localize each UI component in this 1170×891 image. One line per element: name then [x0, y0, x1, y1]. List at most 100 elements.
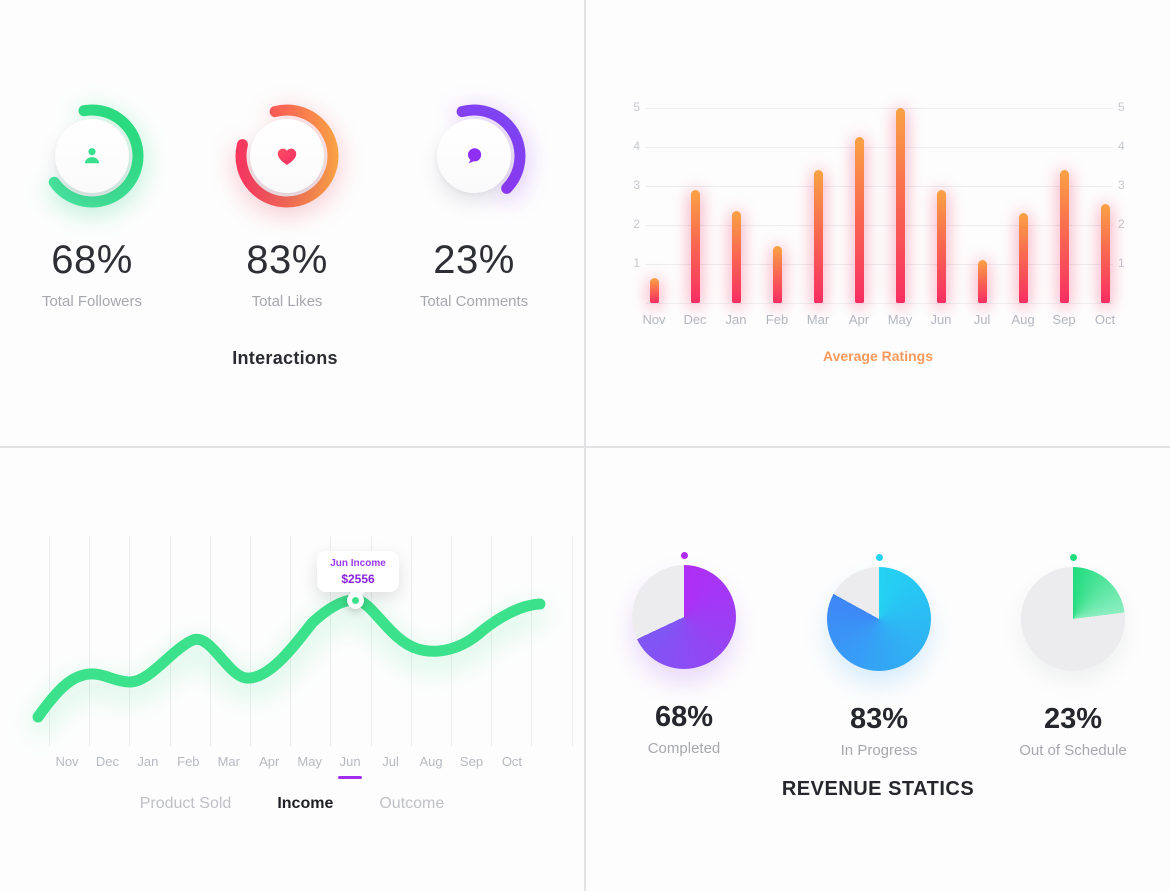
followers-arc [40, 104, 144, 208]
followers-label: Total Followers [41, 293, 143, 310]
likes-percent: 83% [246, 238, 328, 282]
month-label-jun: Jun [930, 312, 952, 327]
completed-percent: 68% [654, 701, 714, 733]
month-tick-jun[interactable]: Jun [330, 754, 370, 779]
rating-bar-apr [854, 137, 864, 303]
rating-bar-jun [936, 189, 946, 303]
grid-line-0 [49, 536, 50, 746]
month-label-jan: Jan [725, 312, 747, 327]
tab-income[interactable]: Income [277, 795, 334, 812]
grid-line-4 [646, 147, 1113, 148]
y-axis-label-right-3: 3 [1118, 178, 1125, 192]
rating-bar-aug [1018, 213, 1028, 303]
revenue-title: REVENUE STATICS [781, 778, 975, 800]
rating-bar-sep [1059, 170, 1069, 303]
likes-ring-card: 83% Total Likes [207, 98, 367, 310]
month-label-dec: Dec [683, 312, 707, 327]
revenue-panel: 68% Completed 83% In Progress 23% Out of… [586, 448, 1170, 891]
x-axis-baseline [646, 303, 1113, 304]
y-axis-label-right-2: 2 [1118, 217, 1125, 231]
comments-arc [422, 104, 526, 208]
comments-ring-card: 23% Total Comments [394, 98, 554, 310]
inprogress-label: In Progress [840, 742, 918, 759]
month-tick-apr[interactable]: Apr [259, 754, 280, 769]
jun-income-tooltip: Jun Income $2556 [317, 551, 399, 592]
completed-label: Completed [647, 740, 721, 757]
grid-line-10 [451, 536, 452, 746]
rating-bar-mar [813, 170, 823, 303]
month-label-apr: Apr [848, 312, 870, 327]
comments-progress-ring [416, 98, 532, 214]
tooltip-value: $2556 [341, 572, 375, 586]
inprogress-pie-dot [875, 554, 883, 561]
grid-line-2 [129, 536, 131, 746]
month-label-sep: Sep [1052, 312, 1076, 327]
y-axis-label-right-5: 5 [1118, 100, 1125, 114]
grid-line-8 [370, 536, 372, 746]
month-tick-may[interactable]: May [297, 754, 322, 769]
month-tick-feb[interactable]: Feb [177, 754, 200, 769]
month-tick-jan[interactable]: Jan [137, 754, 159, 769]
rating-bar-jan [731, 211, 741, 303]
ratings-panel: 1 1 2 2 3 3 4 4 5 5 Nov Dec Jan Feb Mar Apr May Jun Jul Aug… [586, 0, 1170, 446]
month-tick-mar[interactable]: Mar [217, 754, 240, 769]
income-tab-bar: Product Sold Income Outcome [0, 795, 584, 813]
likes-progress-ring [229, 98, 345, 214]
inprogress-pie-card: 83% In Progress [789, 554, 969, 759]
month-tick-jul[interactable]: Jul [382, 754, 399, 769]
likes-label: Total Likes [251, 293, 323, 310]
completed-pie-card: 68% Completed [594, 552, 774, 757]
interactions-panel: 68% Total Followers [0, 0, 584, 446]
horizontal-divider [0, 446, 1170, 448]
month-tick-dec[interactable]: Dec [95, 754, 119, 769]
followers-ring-card: 68% Total Followers [12, 98, 172, 310]
grid-line-2 [646, 225, 1113, 226]
grid-line-5 [646, 108, 1113, 109]
tooltip-title: Jun Income [330, 558, 386, 569]
grid-line-5 [250, 536, 251, 746]
rating-bar-jul [977, 260, 987, 303]
y-axis-label-right-1: 1 [1118, 256, 1125, 270]
inprogress-percent: 83% [849, 703, 909, 735]
chat-bubble-icon [468, 148, 482, 164]
month-label-oct: Oct [1094, 312, 1116, 327]
grid-line-13 [571, 536, 573, 746]
month-label-nov: Nov [642, 312, 666, 327]
vertical-divider [584, 0, 586, 891]
comments-percent: 23% [433, 238, 515, 282]
month-tick-oct[interactable]: Oct [501, 754, 523, 769]
rating-bar-oct [1100, 203, 1110, 303]
grid-line-7 [330, 536, 332, 746]
y-axis-label-left-1: 1 [633, 256, 640, 270]
tab-outcome[interactable]: Outcome [379, 795, 445, 812]
active-month-underline [338, 776, 363, 779]
grid-line-1 [646, 264, 1113, 265]
rating-bar-feb [772, 246, 782, 303]
followers-ring-center [55, 119, 129, 193]
comments-label: Total Comments [419, 293, 529, 310]
outofschedule-pie-dot [1069, 554, 1077, 561]
marker-dot [352, 597, 359, 604]
inprogress-pie-chart [827, 567, 931, 671]
outofschedule-label: Out of Schedule [1019, 742, 1127, 759]
ratings-bar-chart: 1 1 2 2 3 3 4 4 5 5 Nov Dec Jan Feb Mar Apr May Jun Jul Aug… [586, 0, 1170, 446]
month-label-jul: Jul [973, 312, 991, 327]
followers-percent: 68% [51, 238, 133, 282]
income-line-chart: Jun Income $2556 [0, 448, 584, 788]
month-tick-aug[interactable]: Aug [419, 754, 443, 769]
y-axis-label-left-3: 3 [633, 178, 640, 192]
month-label-feb: Feb [765, 312, 789, 327]
rating-bar-dec [690, 189, 700, 303]
month-tick-nov[interactable]: Nov [55, 754, 79, 769]
heart-icon [277, 148, 297, 165]
grid-line-11 [491, 536, 493, 746]
month-tick-sep[interactable]: Sep [459, 754, 484, 769]
y-axis-label-left-5: 5 [633, 100, 640, 114]
likes-ring-center [250, 119, 324, 193]
tab-product-sold[interactable]: Product Sold [139, 795, 232, 812]
grid-line-3 [169, 536, 171, 746]
income-panel: Jun Income $2556 Nov Dec Jan Feb Mar Apr May Ju… [0, 448, 584, 891]
comments-ring-center [437, 119, 511, 193]
outofschedule-pie-chart [1021, 567, 1125, 671]
rating-bar-may [895, 108, 905, 303]
